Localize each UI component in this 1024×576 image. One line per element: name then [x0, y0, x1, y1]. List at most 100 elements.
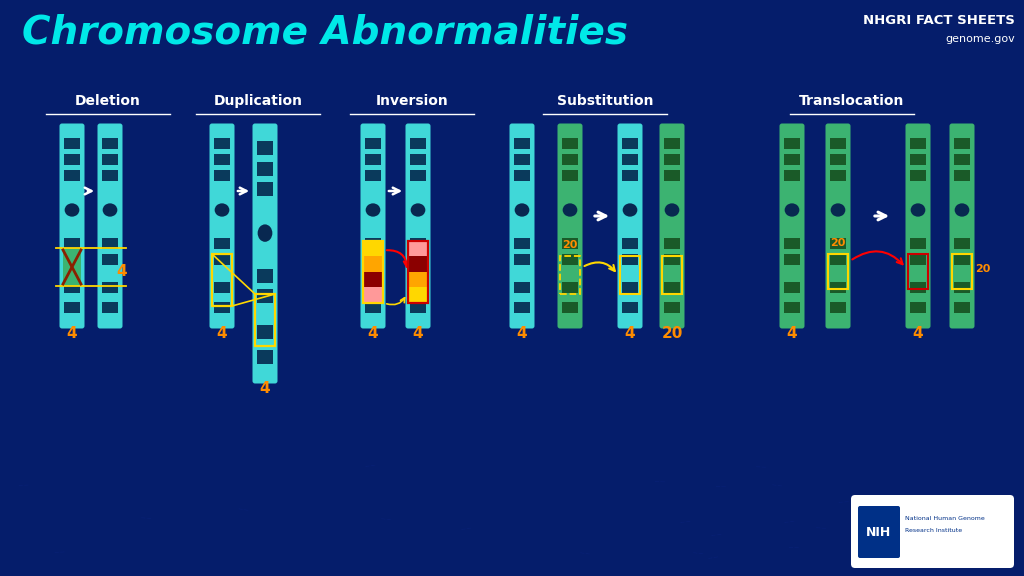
- Bar: [830, 282, 846, 293]
- Text: Inversion: Inversion: [376, 94, 449, 108]
- Bar: [409, 256, 427, 272]
- Bar: [214, 170, 229, 181]
- Text: ─ ─: ─ ─: [654, 479, 665, 486]
- Bar: [65, 254, 80, 265]
- Text: 4: 4: [217, 326, 227, 341]
- Bar: [65, 154, 80, 165]
- Bar: [366, 138, 381, 149]
- FancyBboxPatch shape: [59, 123, 85, 328]
- Bar: [784, 238, 800, 249]
- Bar: [408, 241, 428, 303]
- Ellipse shape: [664, 203, 680, 218]
- Bar: [514, 170, 529, 181]
- Bar: [366, 238, 381, 249]
- Bar: [102, 138, 118, 149]
- Bar: [364, 287, 382, 303]
- FancyBboxPatch shape: [779, 123, 805, 328]
- Bar: [620, 256, 640, 294]
- Bar: [910, 254, 926, 265]
- Bar: [514, 254, 529, 265]
- Text: ─ ─: ─ ─: [579, 550, 590, 558]
- Bar: [255, 294, 275, 346]
- Bar: [514, 154, 529, 165]
- Bar: [562, 138, 578, 149]
- Text: Research Institute: Research Institute: [905, 528, 963, 532]
- Bar: [257, 325, 272, 339]
- Bar: [665, 302, 680, 313]
- Bar: [257, 141, 272, 156]
- Text: ─ ─: ─ ─: [140, 515, 152, 522]
- Bar: [830, 170, 846, 181]
- Text: genome.gov: genome.gov: [945, 34, 1015, 44]
- Text: ─ ─: ─ ─: [680, 519, 691, 526]
- Bar: [908, 254, 928, 289]
- FancyBboxPatch shape: [97, 123, 123, 328]
- Bar: [364, 256, 382, 272]
- Bar: [411, 302, 426, 313]
- FancyBboxPatch shape: [406, 123, 430, 328]
- Ellipse shape: [257, 223, 273, 242]
- Bar: [665, 282, 680, 293]
- Text: Deletion: Deletion: [75, 94, 141, 108]
- Bar: [102, 302, 118, 313]
- Text: Substitution: Substitution: [557, 94, 653, 108]
- Bar: [910, 154, 926, 165]
- Bar: [665, 138, 680, 149]
- Bar: [954, 170, 970, 181]
- FancyBboxPatch shape: [510, 123, 535, 328]
- Text: NHGRI FACT SHEETS: NHGRI FACT SHEETS: [863, 14, 1015, 27]
- Bar: [411, 238, 426, 249]
- FancyBboxPatch shape: [253, 123, 278, 384]
- Bar: [954, 154, 970, 165]
- Bar: [665, 254, 680, 265]
- Bar: [366, 254, 381, 265]
- Bar: [214, 302, 229, 313]
- FancyBboxPatch shape: [210, 123, 234, 328]
- Bar: [65, 302, 80, 313]
- Text: 4: 4: [517, 326, 527, 341]
- Bar: [214, 254, 229, 265]
- Text: ─ ─: ─ ─: [784, 518, 796, 526]
- Bar: [830, 302, 846, 313]
- Bar: [102, 170, 118, 181]
- Ellipse shape: [101, 203, 118, 218]
- Text: ─ ─: ─ ─: [838, 499, 849, 506]
- Ellipse shape: [909, 203, 926, 218]
- Text: 4: 4: [368, 326, 378, 341]
- Bar: [409, 272, 427, 287]
- Text: National Human Genome: National Human Genome: [905, 516, 985, 521]
- Text: 20: 20: [562, 240, 578, 250]
- Bar: [910, 282, 926, 293]
- Bar: [954, 282, 970, 293]
- Bar: [364, 272, 382, 287]
- Bar: [910, 138, 926, 149]
- Bar: [214, 154, 229, 165]
- Ellipse shape: [783, 203, 800, 218]
- Bar: [102, 254, 118, 265]
- Bar: [910, 170, 926, 181]
- Bar: [954, 302, 970, 313]
- Text: ─ ─: ─ ─: [711, 532, 722, 539]
- Bar: [830, 238, 846, 249]
- Bar: [623, 138, 638, 149]
- Text: 4: 4: [786, 326, 798, 341]
- Text: 20: 20: [662, 326, 683, 341]
- Bar: [784, 302, 800, 313]
- Bar: [366, 302, 381, 313]
- Ellipse shape: [622, 203, 638, 218]
- Bar: [784, 138, 800, 149]
- Bar: [257, 269, 272, 283]
- Bar: [784, 282, 800, 293]
- Bar: [665, 154, 680, 165]
- Ellipse shape: [514, 203, 530, 218]
- Text: 4: 4: [625, 326, 635, 341]
- Text: ─ ─: ─ ─: [54, 549, 65, 556]
- Bar: [411, 154, 426, 165]
- Bar: [65, 138, 80, 149]
- Bar: [910, 302, 926, 313]
- Bar: [63, 248, 81, 286]
- Bar: [560, 256, 580, 294]
- Text: ─ ─: ─ ─: [692, 550, 703, 558]
- Bar: [65, 170, 80, 181]
- Bar: [514, 282, 529, 293]
